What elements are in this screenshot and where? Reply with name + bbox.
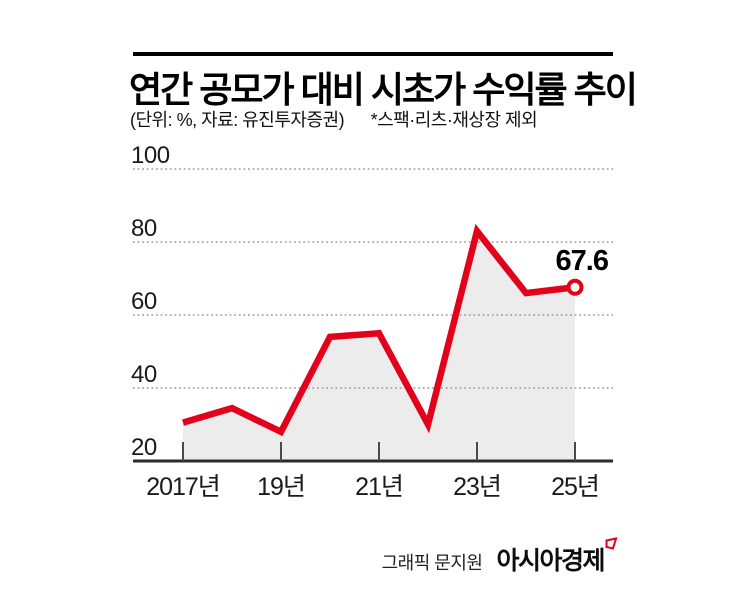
credit-line: 그래픽 문지원 아시아경제 — [0, 537, 618, 577]
y-axis-label-20: 20 — [131, 434, 157, 461]
x-axis-label-2023: 23년 — [453, 473, 502, 501]
y-axis-label-60: 60 — [131, 288, 157, 315]
x-axis-label-2019: 19년 — [257, 473, 306, 501]
brand-mark-icon — [605, 537, 618, 550]
graphic-credit: 그래픽 문지원 — [381, 553, 483, 573]
x-axis-label-2021: 21년 — [355, 473, 404, 501]
area-fill — [183, 231, 575, 461]
unit-source-note: (단위: %, 자료: 유진투자증권) — [130, 110, 345, 130]
y-axis-label-40: 40 — [131, 361, 157, 388]
top-rule — [133, 52, 613, 56]
x-axis-label-2017: 2017년 — [146, 473, 221, 501]
chart-title: 연간 공모가 대비 시초가 수익률 추이 — [129, 69, 638, 110]
brand-logo-text: 아시아경제 — [496, 547, 605, 575]
series-line — [182, 223, 576, 437]
y-axis-label-80: 80 — [131, 215, 157, 242]
exclusion-note: *스팩·리츠·재상장 제외 — [370, 110, 538, 130]
y-axis-label-100: 100 — [131, 142, 170, 169]
last-point-marker — [566, 278, 584, 296]
last-point-value-label: 67.6 — [555, 245, 609, 277]
chart-subtitle: (단위: %, 자료: 유진투자증권) *스팩·리츠·재상장 제외 — [130, 106, 538, 132]
x-axis-label-2025: 25년 — [551, 473, 600, 501]
